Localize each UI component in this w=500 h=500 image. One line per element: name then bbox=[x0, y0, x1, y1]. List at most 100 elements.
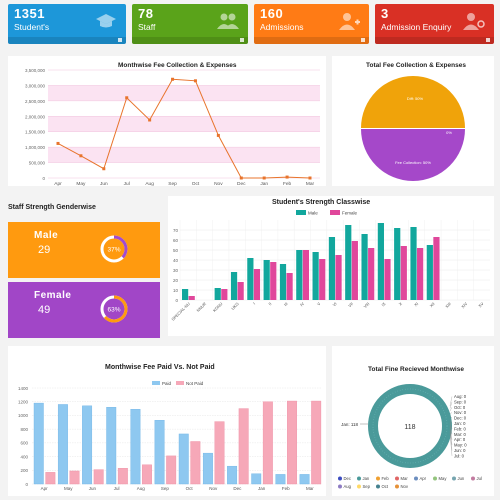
bar-not-paid[interactable] bbox=[287, 400, 297, 485]
bar-male[interactable] bbox=[182, 289, 189, 300]
legend-label-sep: Sep bbox=[363, 484, 371, 489]
bar-female[interactable] bbox=[368, 248, 375, 300]
more-info-icon[interactable] bbox=[240, 38, 244, 42]
legend-label-jul: Jul bbox=[477, 476, 482, 481]
bar-female[interactable] bbox=[384, 259, 391, 300]
bar-paid[interactable] bbox=[275, 474, 286, 485]
donut-left-label: Jan: 118 bbox=[341, 422, 358, 427]
bar-not-paid[interactable] bbox=[142, 464, 152, 485]
bar-not-paid[interactable] bbox=[190, 441, 201, 485]
bar-female[interactable] bbox=[237, 282, 244, 300]
fee-point[interactable] bbox=[216, 133, 220, 137]
bar-not-paid[interactable] bbox=[69, 470, 80, 485]
bar-paid[interactable] bbox=[178, 433, 189, 485]
bar-male[interactable] bbox=[247, 258, 254, 300]
bar-not-paid[interactable] bbox=[214, 421, 225, 485]
legend-paid: Paid bbox=[162, 381, 172, 386]
bar-male[interactable] bbox=[410, 227, 417, 300]
female-pct: 63% bbox=[107, 307, 120, 314]
fee-point[interactable] bbox=[56, 141, 60, 145]
bar-male[interactable] bbox=[426, 245, 433, 300]
fee-point[interactable] bbox=[193, 79, 197, 83]
bar-female[interactable] bbox=[351, 241, 358, 300]
stat-card-staff[interactable]: 78 Staff bbox=[132, 4, 248, 44]
more-info-icon[interactable] bbox=[486, 38, 490, 42]
fee-point[interactable] bbox=[102, 167, 106, 171]
fee-point[interactable] bbox=[79, 154, 83, 158]
bar-female[interactable] bbox=[253, 269, 261, 300]
bar-male[interactable] bbox=[361, 234, 368, 300]
pie-label-diff: Diff: 50% bbox=[407, 96, 424, 101]
bar-male[interactable] bbox=[312, 252, 319, 300]
bar-female[interactable] bbox=[319, 259, 326, 300]
bar-male[interactable] bbox=[214, 288, 221, 300]
more-info-icon[interactable] bbox=[361, 38, 365, 42]
fee-point[interactable] bbox=[125, 96, 129, 100]
fee-point[interactable] bbox=[171, 77, 175, 81]
x-tick-label: Apr bbox=[54, 181, 62, 186]
x-tick-label: Oct bbox=[186, 486, 194, 491]
bar-female[interactable] bbox=[433, 237, 440, 300]
bar-paid[interactable] bbox=[130, 409, 141, 485]
x-tick-label: Sep bbox=[161, 486, 170, 491]
bar-female[interactable] bbox=[221, 289, 228, 300]
donut-right-label: Dec: 0 bbox=[454, 416, 467, 421]
bar-paid[interactable] bbox=[202, 452, 213, 485]
pie-label-fee: Fee Collection: 50% bbox=[395, 160, 431, 165]
bar-paid[interactable] bbox=[106, 407, 117, 485]
fee-point[interactable] bbox=[148, 118, 152, 122]
bar-paid[interactable] bbox=[57, 404, 68, 485]
fee-point[interactable] bbox=[262, 176, 266, 180]
bar-not-paid[interactable] bbox=[311, 400, 322, 485]
bar-male[interactable] bbox=[230, 272, 238, 300]
bar-male[interactable] bbox=[394, 228, 401, 300]
stat-card-student-s[interactable]: 1351 Student's bbox=[8, 4, 126, 44]
classwise-bar-chart: Male Female 0 10 20 30 40 50 60 70 SPECIAL-NU NNUR K… bbox=[170, 210, 490, 322]
bar-male[interactable] bbox=[377, 223, 384, 300]
bar-not-paid[interactable] bbox=[45, 472, 56, 485]
legend-label-nov: Nov bbox=[401, 484, 409, 489]
bar-paid[interactable] bbox=[299, 474, 310, 485]
bar-female[interactable] bbox=[286, 273, 293, 300]
bar-female[interactable] bbox=[270, 262, 277, 300]
bar-male[interactable] bbox=[328, 237, 336, 300]
bar-paid[interactable] bbox=[33, 402, 44, 485]
x-tick-label: Jan bbox=[260, 181, 268, 186]
stat-value: 78 bbox=[138, 6, 154, 21]
bar-male[interactable] bbox=[263, 260, 270, 300]
pie-slice-fee-collection[interactable] bbox=[361, 129, 465, 181]
bar-male[interactable] bbox=[296, 250, 303, 300]
bar-not-paid[interactable] bbox=[262, 401, 273, 485]
bar-not-paid[interactable] bbox=[117, 468, 128, 485]
bar-paid[interactable] bbox=[251, 473, 262, 485]
group-icon bbox=[217, 13, 239, 29]
label-leader bbox=[449, 430, 453, 451]
female-staff-box: Female 49 63% bbox=[8, 282, 160, 338]
fee-point[interactable] bbox=[239, 176, 243, 180]
donut-right-label: May: 0 bbox=[454, 443, 467, 448]
y-tick-label: 1000 bbox=[18, 413, 29, 418]
bar-female[interactable] bbox=[400, 246, 407, 300]
stat-card-admission-enquiry[interactable]: 3 Admission Enquiry bbox=[375, 4, 494, 44]
bar-not-paid[interactable] bbox=[238, 408, 249, 485]
fee-point[interactable] bbox=[308, 176, 312, 180]
bar-paid[interactable] bbox=[154, 420, 165, 485]
more-info-icon[interactable] bbox=[118, 38, 122, 42]
bar-female[interactable] bbox=[188, 296, 195, 300]
legend-dot-aug bbox=[338, 484, 342, 489]
pie-slice-diff[interactable] bbox=[361, 76, 465, 128]
bar-male[interactable] bbox=[279, 264, 287, 300]
bar-paid[interactable] bbox=[227, 465, 238, 485]
bar-female[interactable] bbox=[335, 255, 342, 300]
legend-notpaid: Not Paid bbox=[186, 381, 204, 386]
stat-card-admissions[interactable]: 160 Admissions bbox=[254, 4, 369, 44]
bar-not-paid[interactable] bbox=[93, 469, 104, 485]
x-tick-label: Oct bbox=[192, 181, 200, 186]
bar-not-paid[interactable] bbox=[166, 455, 177, 485]
x-tick-label: Feb bbox=[283, 181, 292, 186]
fee-point[interactable] bbox=[285, 175, 289, 179]
bar-male[interactable] bbox=[345, 225, 352, 300]
bar-female[interactable] bbox=[417, 248, 424, 300]
bar-female[interactable] bbox=[302, 250, 310, 300]
bar-paid[interactable] bbox=[82, 405, 93, 485]
